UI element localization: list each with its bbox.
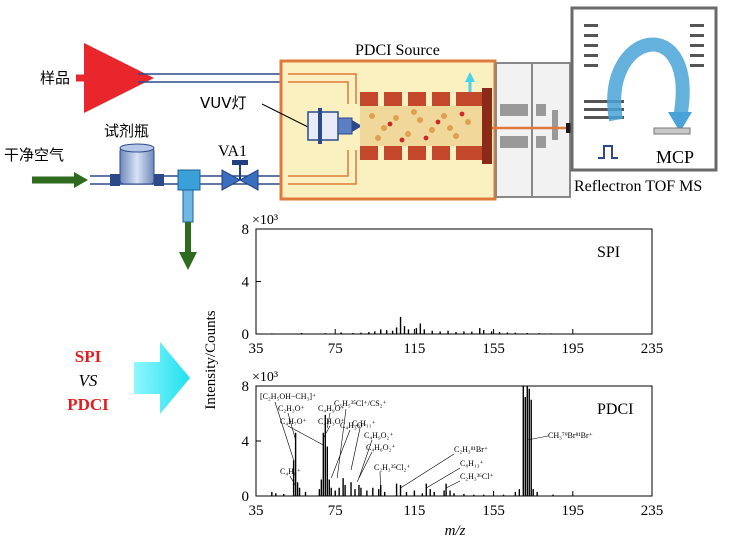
comparison-label: SPI VS PDCI [67,342,190,414]
x-tick-label: 115 [403,341,425,357]
reflectron-flight-path [607,37,690,122]
plot-frame [255,228,653,335]
annotation-leader [330,429,351,479]
annotation-leader [426,467,461,489]
x-tick-label: 75 [328,503,343,519]
pdci-spectrum-chart: 35 75 115 155 195 235 0 4 8×10³ PDCI [C₂H₅OH−CH₃]⁺… [242,370,664,519]
peak-annotation: C₆H₁₁⁺ [352,419,376,428]
reflectron-grids [584,24,704,119]
reagent-bottle-label: 试剂瓶 [104,122,149,140]
peak-annotation: C₅H₅³⁵Cl⁺/CS₂⁺ [334,399,387,408]
mcp-label: MCP [656,147,694,167]
x-tick-label: 35 [249,341,264,357]
peak-annotation: C₄H₉O⁺ [318,404,345,413]
apparatus: 样品 干净空气 试剂瓶 VA1 [4,6,718,270]
comparison-spi: SPI [75,347,102,366]
peak-annotation: C₄H₃O⁺ [318,417,345,426]
annotation-leader [358,439,373,479]
y-tick-label: 8 [242,222,250,238]
dry-air-label: 干净空气 [4,146,64,164]
sample-line [138,73,290,83]
peak-annotation: C₈H₁₃⁺ [460,459,484,468]
peak-annotation: C₄H₆⁺ [280,467,301,476]
exponent-label: ×10³ [252,213,278,228]
annotation-leader [287,412,296,441]
x-tick-label: 235 [641,503,664,519]
comparison-vs: VS [79,371,98,390]
x-tick-label: 235 [641,341,664,357]
x-tick-label: 195 [562,503,585,519]
exponent-label: ×10³ [252,370,278,385]
peak-annotation: C₂H₃³⁶Cl⁺ [460,472,494,481]
y-tick-label: 8 [242,379,250,395]
peak-annotation: C₄H₇O⁺ [280,417,307,426]
peak-annotation: CH₃⁷⁹Br⁸¹Br⁺ [548,431,593,440]
annotation-leader [350,427,361,471]
y-tick-label: 4 [242,434,250,450]
vuv-lamp [307,108,362,144]
valve-label: VA1 [218,143,247,160]
peak-annotation: C₂H₃⁸¹Br⁺ [454,445,488,454]
y-tick-label: 0 [242,489,250,505]
annotation-leader [274,401,294,461]
annotation-leader [287,425,324,446]
reagent-bottle [110,143,164,186]
annotation-leader [326,412,331,429]
x-tick-label: 195 [562,341,585,357]
peak-annotation: C₂H₃³⁵Cl₂⁺ [374,463,410,472]
comparison-arrow [134,342,190,414]
x-tick-label: 155 [482,341,505,357]
valve-va1 [221,160,259,191]
y-axis-label: Intensity/Counts [203,310,219,409]
x-axis-label: m/z [445,523,466,539]
ion-source-electrodes [360,72,492,164]
y-tick-label: 0 [242,327,250,343]
vuv-lamp-label: VUV灯 [200,94,247,112]
x-tick-label: 115 [403,503,425,519]
annotation-leader [289,475,296,487]
spi-spectrum-chart: 35 75 115 155 195 235 0 4 8×10³ SPI [242,213,664,357]
peak-annotation: C₄H₉O₂⁺ [364,431,393,440]
peak-annotation: C₄H₆O₂⁺ [366,443,395,452]
panel-label: SPI [597,244,620,261]
annotation-leader [356,451,373,483]
tof-label: Reflectron TOF MS [574,178,702,195]
mcp-detector [653,127,691,135]
x-tick-label: 155 [482,503,505,519]
annotation-leader [379,471,382,489]
x-tick-label: 75 [328,341,343,357]
panel-label: PDCI [597,401,633,418]
x-tick-label: 35 [249,503,264,519]
annotation-leader [445,480,461,489]
y-tick-label: 4 [242,275,250,291]
tee-junction [177,169,201,223]
peak-annotation: C₂H₃O⁺ [278,404,305,413]
peak-annotation: [C₂H₅OH−CH₃]⁺ [260,392,316,401]
annotation-leader [400,453,455,489]
annotation-leader [336,408,347,479]
ion-optics [500,104,558,148]
peak-annotation: C₄H₃O⁺ [340,421,367,430]
comparison-pdci: PDCI [67,395,109,414]
source-title: PDCI Source [355,42,440,59]
reflectron-box [570,6,718,172]
sample-label: 样品 [40,69,70,87]
annotation-leader [323,425,331,439]
annotation-leader [527,435,549,441]
